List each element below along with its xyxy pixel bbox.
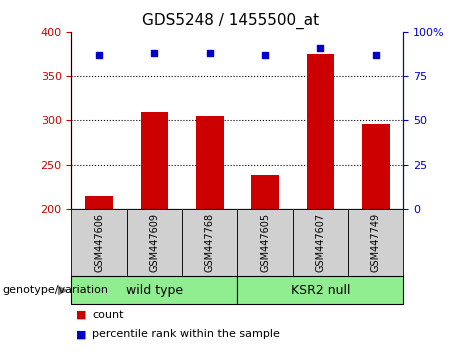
Text: GSM447768: GSM447768	[205, 213, 215, 272]
Text: GSM447749: GSM447749	[371, 213, 381, 272]
Text: GDS5248 / 1455500_at: GDS5248 / 1455500_at	[142, 12, 319, 29]
Text: GSM447606: GSM447606	[94, 213, 104, 272]
Text: GSM447605: GSM447605	[260, 213, 270, 272]
Point	[95, 52, 103, 58]
Point	[206, 50, 213, 56]
Text: genotype/variation: genotype/variation	[2, 285, 108, 295]
Bar	[196, 116, 224, 209]
Bar	[307, 54, 334, 209]
Text: GSM447609: GSM447609	[149, 213, 160, 272]
Text: count: count	[92, 310, 124, 320]
Point	[261, 52, 269, 58]
Point	[372, 52, 379, 58]
Text: ■: ■	[76, 310, 87, 320]
Point	[317, 45, 324, 51]
Bar	[362, 124, 390, 209]
Text: percentile rank within the sample: percentile rank within the sample	[92, 329, 280, 339]
Text: wild type: wild type	[126, 284, 183, 297]
Point	[151, 50, 158, 56]
Text: GSM447607: GSM447607	[315, 213, 325, 272]
Text: KSR2 null: KSR2 null	[290, 284, 350, 297]
Bar	[85, 195, 113, 209]
Bar	[251, 175, 279, 209]
Bar	[141, 112, 168, 209]
Text: ■: ■	[76, 329, 87, 339]
